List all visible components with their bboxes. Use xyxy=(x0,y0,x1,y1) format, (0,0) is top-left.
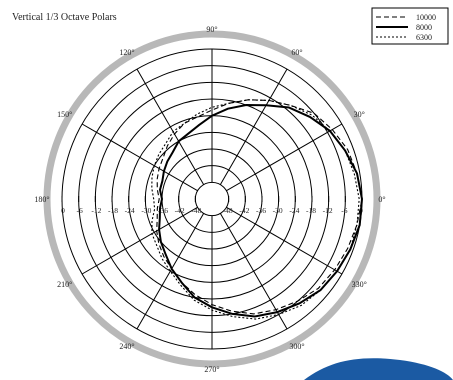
series-line-6300 xyxy=(151,99,360,320)
angle-label: 90° xyxy=(206,25,217,34)
grid-spoke xyxy=(136,68,205,185)
angle-label: 180° xyxy=(34,195,49,204)
angle-label: 0° xyxy=(378,195,385,204)
radial-tick-label: -30 xyxy=(273,206,283,215)
series-line-8000 xyxy=(158,103,364,318)
legend-label: 8000 xyxy=(416,23,432,32)
blue-shape xyxy=(304,358,453,380)
radial-tick-label: -6 xyxy=(77,206,83,215)
grid-spoke xyxy=(81,123,198,192)
angle-label: 30° xyxy=(354,110,365,119)
grid-spoke xyxy=(219,68,288,185)
grid-spoke xyxy=(226,206,343,275)
radial-tick-label: -24 xyxy=(289,206,299,215)
radial-tick-label: -30 xyxy=(141,206,151,215)
radial-tick-label: -36 xyxy=(158,206,168,215)
radial-tick-label: -24 xyxy=(125,206,135,215)
radial-tick-label: -36 xyxy=(256,206,266,215)
radial-tick-label: -18 xyxy=(306,206,316,215)
radial-tick-label: 0 xyxy=(61,206,65,215)
radial-tick-label: -42 xyxy=(175,206,185,215)
grid-spoke xyxy=(136,213,205,330)
legend-label: 10000 xyxy=(416,13,436,22)
grid-spoke xyxy=(226,123,343,192)
legend-label: 6300 xyxy=(416,33,432,42)
angle-label: 60° xyxy=(291,48,302,57)
angle-labels: 0° 30° 60° 90° 120° 150° 180° 210° 240° 270° 300° 3… xyxy=(34,25,385,374)
angle-label: 210° xyxy=(57,280,72,289)
radial-tick-label: -6 xyxy=(341,206,347,215)
grid-spoke xyxy=(81,206,198,275)
series-group xyxy=(151,99,364,320)
radial-tick-label: -48 xyxy=(191,206,201,215)
angle-label: 150° xyxy=(57,110,72,119)
radial-tick-label: -12 xyxy=(323,206,333,215)
radial-tick-labels: -48 -42 -36 -30 -24 -18 -12 -6 00 -6 -12 -18 -24 -30-… xyxy=(61,206,363,215)
angle-label: 120° xyxy=(119,48,134,57)
angle-label: 270° xyxy=(204,365,219,374)
chart-title: Vertical 1/3 Octave Polars xyxy=(12,12,117,23)
angle-label: 330° xyxy=(352,280,367,289)
radial-tick-label: -48 xyxy=(223,206,233,215)
radial-tick-label: -42 xyxy=(239,206,249,215)
radial-tick-label: -12 xyxy=(91,206,101,215)
radial-tick-label: -18 xyxy=(108,206,118,215)
angle-label: 240° xyxy=(119,342,134,351)
angle-label: 300° xyxy=(289,342,304,351)
